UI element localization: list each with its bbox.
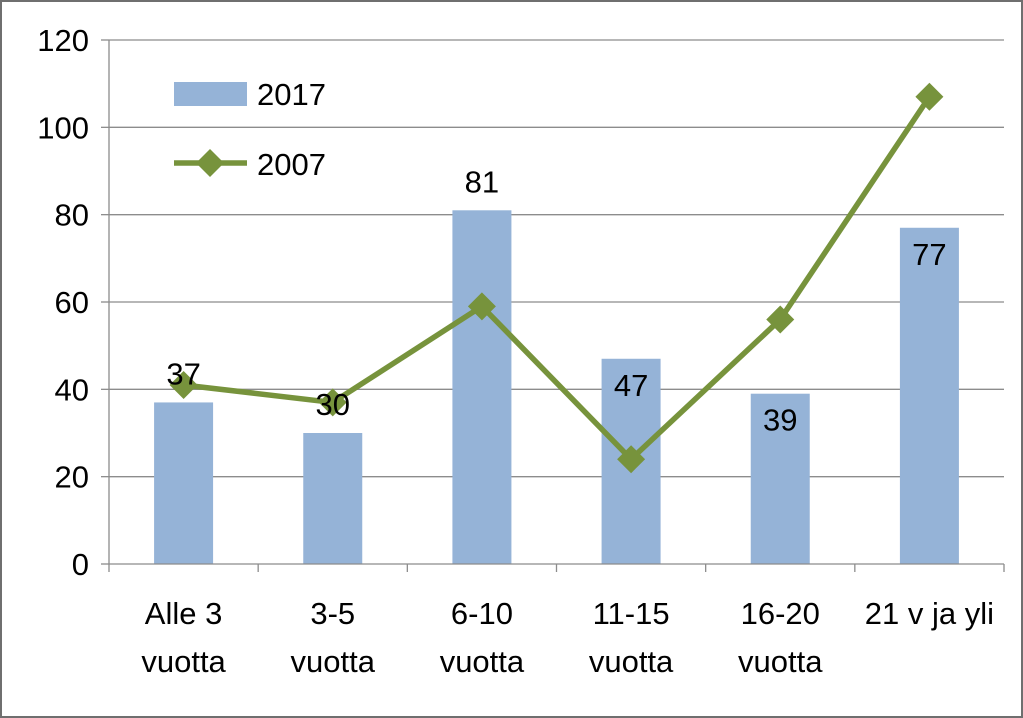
y-tick-label: 120	[37, 23, 89, 58]
x-tick-label: vuotta	[589, 644, 674, 679]
y-tick-label: 40	[55, 372, 89, 407]
marker-2007	[467, 292, 496, 321]
bar-2017	[750, 393, 810, 564]
x-tick-label: Alle 3	[145, 596, 223, 631]
bar-2017	[303, 433, 363, 564]
x-tick-label: vuotta	[738, 644, 823, 679]
bar-series-2017	[154, 210, 959, 565]
legend-label-2007: 2007	[257, 147, 326, 182]
x-tick-label: vuotta	[440, 644, 525, 679]
y-tick-label: 100	[37, 110, 89, 145]
bar-2017	[899, 227, 959, 564]
bar-2017	[154, 402, 214, 564]
x-tick-label: 16-20	[741, 596, 820, 631]
legend-swatch-2017	[174, 82, 247, 106]
data-labels: 37 30 81 47 39 77	[166, 164, 946, 437]
data-label-2017: 77	[912, 237, 946, 272]
y-tick-label: 80	[55, 198, 89, 233]
data-label-2017: 30	[316, 387, 350, 422]
x-tick-label: 11-15	[593, 596, 670, 631]
legend: 2017 2007	[174, 77, 326, 182]
line-2007	[183, 95, 932, 462]
marker-2007	[766, 305, 795, 334]
axes: 0 20 40 60 80 100 120 Alle 3 vuotta 3-5 vuotta 6-10…	[37, 23, 1005, 679]
gridlines	[109, 39, 1004, 478]
y-tick-label: 60	[55, 285, 89, 320]
data-label-2017: 37	[166, 356, 200, 391]
y-tick-label: 20	[55, 460, 89, 495]
legend-marker-2007	[196, 149, 224, 177]
marker-2007	[169, 370, 198, 399]
line-series-2007	[169, 82, 944, 474]
marker-2007	[915, 82, 944, 111]
marker-2007	[318, 388, 347, 417]
data-label-2017: 39	[763, 403, 797, 438]
marker-2007	[617, 445, 646, 474]
legend-label-2017: 2017	[257, 77, 326, 112]
x-tick-label: 6-10	[451, 596, 513, 631]
y-tick-label: 0	[72, 547, 89, 582]
x-tick-label: 3-5	[310, 596, 355, 631]
x-tick-label: vuotta	[141, 644, 226, 679]
data-label-2017: 81	[465, 164, 499, 199]
x-tick-label: 21 v ja yli	[865, 596, 994, 631]
data-label-2017: 47	[614, 368, 648, 403]
x-tick-label: vuotta	[291, 644, 376, 679]
bar-2017	[452, 210, 512, 565]
